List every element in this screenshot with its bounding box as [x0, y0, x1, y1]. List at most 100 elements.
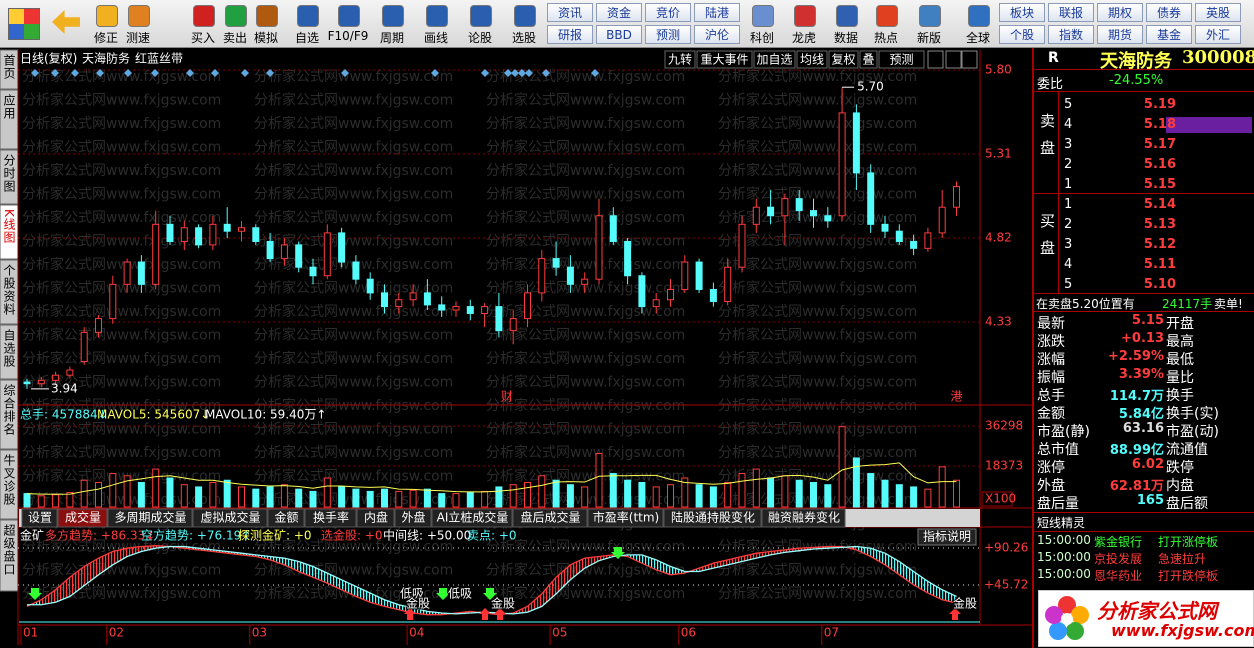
separator: [1034, 193, 1254, 194]
toolbar-button[interactable]: 买入: [183, 2, 223, 45]
toolbar-button[interactable]: 论股: [460, 2, 500, 45]
tab[interactable]: [394, 508, 432, 528]
toolbar-button[interactable]: 自选: [287, 2, 327, 45]
toolbar-button[interactable]: 模拟: [246, 2, 286, 45]
toolbar-button[interactable]: 全球: [958, 2, 998, 45]
toolbar-text-button[interactable]: 板块: [999, 3, 1045, 22]
tab[interactable]: [304, 508, 357, 528]
trend-band: [742, 553, 757, 562]
chart-button[interactable]: [859, 50, 878, 69]
toolbar: 修正 测速 买入 卖出 模拟 自选 F10/F9 周期 画线 论股 选股 科创 龙虎 数据 热点 新版 全球 资讯…: [0, 0, 1254, 48]
tab[interactable]: [587, 508, 664, 528]
watermark-text: 分析家公式网www.fxjgsw.com: [486, 585, 685, 602]
toolbar-button[interactable]: 热点: [866, 2, 906, 45]
toolbar-text-button[interactable]: 陆港: [694, 3, 740, 22]
button-label: 模拟: [253, 31, 278, 45]
toolbar-text-button[interactable]: 期权: [1097, 3, 1143, 22]
candle-body: [381, 292, 388, 308]
trend-band: [327, 573, 342, 590]
trend-band: [55, 577, 70, 603]
chart-icon-button[interactable]: [945, 50, 962, 69]
toolbar-button[interactable]: 新版: [909, 2, 949, 45]
volume-bar: [80, 479, 88, 508]
tab[interactable]: [21, 508, 58, 528]
toolbar-text-button[interactable]: 联报: [1048, 3, 1094, 22]
event-marker: [211, 69, 219, 77]
book-price: 5.19: [1143, 97, 1176, 112]
toolbar-button[interactable]: 科创: [742, 2, 782, 45]
chart-icon-button[interactable]: [961, 50, 978, 69]
toolbar-text-button[interactable]: 资讯: [547, 3, 593, 22]
toolbar-text-button[interactable]: BBD: [596, 25, 642, 44]
tab[interactable]: [512, 508, 588, 528]
trend-band: [313, 566, 328, 584]
chart-button[interactable]: [753, 50, 796, 69]
toolbar-button[interactable]: 数据: [826, 2, 866, 45]
stat-label: 振幅: [1037, 370, 1065, 386]
toolbar-button[interactable]: 画线: [416, 2, 456, 45]
volume-bar: [352, 488, 360, 508]
toolbar-button[interactable]: 修正: [86, 2, 126, 45]
toolbar-button[interactable]: 测速: [118, 2, 158, 45]
toolbar-button[interactable]: 卖出: [215, 2, 255, 45]
tab[interactable]: [663, 508, 762, 528]
toolbar-button[interactable]: 周期: [372, 2, 412, 45]
sprite-event: 打开涨停板: [1158, 535, 1219, 549]
volume-bar: [881, 479, 889, 508]
toolbar-text-button[interactable]: 英股: [1195, 3, 1241, 22]
watermark-text: 分析家公式网www.fxjgsw.com: [486, 350, 685, 367]
toolbar-text-button[interactable]: 个股: [999, 25, 1045, 44]
tab[interactable]: [431, 508, 513, 528]
toolbar-text-button[interactable]: 外汇: [1195, 25, 1241, 44]
toolbar-button[interactable]: 选股: [504, 2, 544, 45]
candle-body: [767, 206, 775, 217]
tab[interactable]: [356, 508, 395, 528]
chart-button[interactable]: [696, 50, 753, 69]
toolbar-text-button[interactable]: 指数: [1048, 25, 1094, 44]
toolbar-text-button[interactable]: 债券: [1146, 3, 1192, 22]
toolbar-text-button[interactable]: 沪伦: [694, 25, 740, 44]
tab[interactable]: [192, 508, 268, 528]
toolbar-text-button[interactable]: 预测: [645, 25, 691, 44]
volume-bar: [152, 468, 160, 508]
chart-button[interactable]: [664, 50, 696, 69]
chart-button[interactable]: [828, 50, 859, 69]
watermark-text: 分析家公式网www.fxjgsw.com: [486, 303, 685, 320]
toolbar-text-button[interactable]: 资金: [596, 3, 642, 22]
button-label: 龙虎: [791, 31, 816, 45]
indicator-button[interactable]: [917, 528, 977, 546]
stat-label: 最高: [1166, 334, 1194, 350]
tab[interactable]: [57, 508, 108, 528]
volume-bar: [924, 488, 932, 508]
candle-body: [23, 381, 31, 385]
chart-button-label: 预测: [889, 53, 913, 67]
candle-body: [824, 215, 832, 222]
sprite-time: 15:00:00: [1037, 550, 1091, 564]
chart-button[interactable]: [878, 50, 925, 69]
volume-bar: [452, 493, 460, 508]
toolbar-text-button[interactable]: 竞价: [645, 3, 691, 22]
sell-arrow: [28, 588, 42, 600]
back-button[interactable]: [52, 10, 80, 34]
watermark-text: 分析家公式网www.fxjgsw.com: [22, 374, 221, 391]
stat-value: 6.02: [1131, 457, 1164, 472]
trend-band: [41, 589, 56, 605]
button-icon: [338, 5, 360, 27]
toolbar-button[interactable]: 龙虎: [784, 2, 824, 45]
tab[interactable]: [107, 508, 193, 528]
sprite-time: 15:00:00: [1037, 567, 1091, 581]
candle-body: [452, 306, 460, 311]
watermark-text: 分析家公式网www.fxjgsw.com: [718, 585, 917, 602]
toolbar-text-button[interactable]: 期货: [1097, 25, 1143, 44]
app-logo-icon[interactable]: [8, 8, 40, 40]
toolbar-button[interactable]: F10/F9: [328, 2, 368, 45]
watermark-text: 分析家公式网www.fxjgsw.com: [254, 444, 453, 461]
toolbar-text-button[interactable]: 基金: [1146, 25, 1192, 44]
chart-icon-button[interactable]: [927, 50, 944, 69]
tab[interactable]: [267, 508, 305, 528]
tab[interactable]: [761, 508, 846, 528]
chart-button[interactable]: [796, 50, 828, 69]
trend-band: [899, 561, 914, 585]
volume-bar: [180, 484, 188, 508]
toolbar-text-button[interactable]: 研报: [547, 25, 593, 44]
